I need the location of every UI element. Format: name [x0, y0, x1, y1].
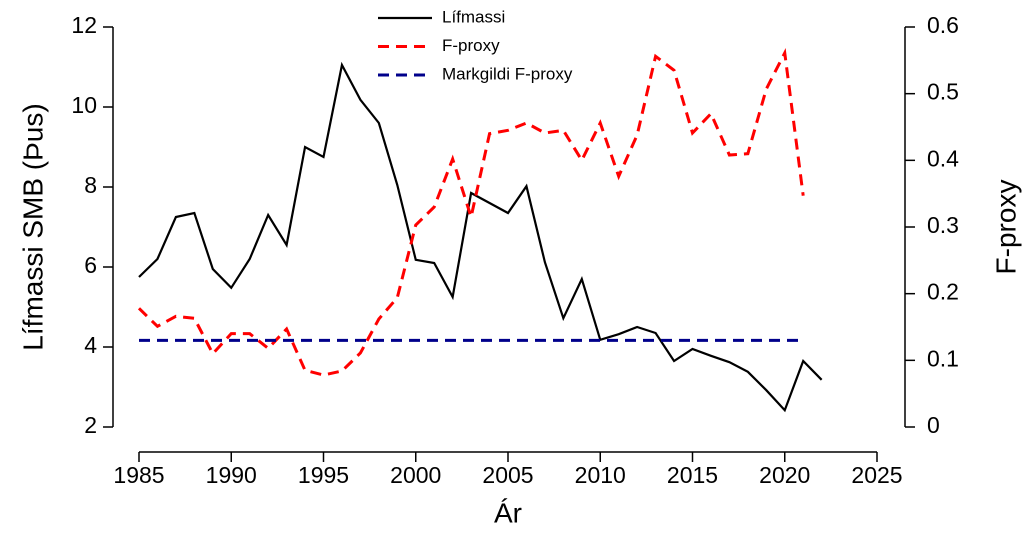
- x-tick-label: 2010: [575, 462, 626, 488]
- y-tick-label: 6: [84, 252, 97, 278]
- y-tick-label: 8: [84, 172, 97, 198]
- x-tick-label: 2025: [851, 462, 902, 488]
- y2-tick-label: 0.3: [927, 212, 959, 238]
- y-tick-label: 2: [84, 412, 97, 438]
- y2-tick-label: 0.2: [927, 279, 959, 305]
- x-tick-label: 1995: [298, 462, 349, 488]
- y2-tick-label: 0.6: [927, 12, 959, 38]
- x-tick-label: 2000: [390, 462, 441, 488]
- x-tick-label: 2020: [759, 462, 810, 488]
- legend-label: F-proxy: [442, 36, 500, 55]
- y-tick-label: 12: [71, 12, 97, 38]
- legend-label: Markgildi F-proxy: [442, 64, 573, 83]
- x-tick-label: 2015: [667, 462, 718, 488]
- y2-tick-label: 0.1: [927, 345, 959, 371]
- y2-tick-label: 0.5: [927, 79, 959, 105]
- x-tick-label: 1985: [113, 462, 164, 488]
- y-tick-label: 10: [71, 92, 97, 118]
- y-tick-label: 4: [84, 332, 97, 358]
- x-tick-label: 2005: [482, 462, 533, 488]
- series-line: [138, 61, 823, 413]
- series-line: [137, 48, 805, 377]
- y-axis-title: Lífmassi SMB (Þus): [17, 103, 48, 350]
- y2-tick-label: 0: [927, 412, 940, 438]
- legend-label: Lífmassi: [442, 7, 505, 26]
- x-axis-title: Ár: [494, 497, 522, 528]
- x-tick-label: 1990: [206, 462, 257, 488]
- y2-axis-title: F-proxy: [990, 180, 1021, 275]
- y2-tick-label: 0.4: [927, 145, 959, 171]
